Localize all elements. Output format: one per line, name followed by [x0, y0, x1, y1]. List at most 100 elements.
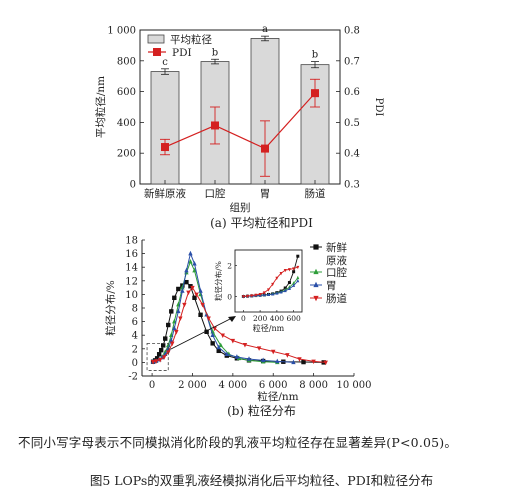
- y-tick-label-left: 1 000: [107, 26, 136, 37]
- inset-x-tick-label: 0: [241, 314, 246, 323]
- inset-series-point-3: [254, 293, 258, 298]
- series-point-3: [150, 359, 156, 365]
- series-point-3: [256, 346, 262, 351]
- y-tick-label-left: 600: [117, 87, 136, 98]
- inset-series-point-2: [279, 290, 283, 294]
- pdi-point-2: [261, 144, 269, 153]
- series-point-2: [198, 288, 203, 293]
- series-point-0: [188, 284, 193, 289]
- series-point-3: [323, 360, 328, 366]
- series-point-2: [291, 359, 296, 365]
- legend-label-bar: 平均粒径: [170, 33, 212, 46]
- inset-series-point-2: [287, 286, 291, 290]
- significance-letter-1: b: [212, 47, 218, 58]
- inset-y-tick-label: 2: [227, 262, 232, 271]
- y-tick-label-right: 0.8: [344, 26, 360, 37]
- inset-series-point-0: [292, 270, 296, 274]
- series-point-0: [204, 329, 209, 334]
- inset-series-point-0: [287, 281, 291, 285]
- series-point-2: [180, 288, 185, 293]
- series-point-0: [176, 286, 181, 292]
- series-point-0: [184, 279, 189, 285]
- series-point-3: [157, 357, 163, 363]
- series-point-0: [169, 309, 174, 314]
- zoom-arrowhead: [228, 316, 236, 322]
- series-point-2: [192, 261, 197, 266]
- b-x-tick-label: 6 000: [259, 380, 288, 391]
- zoom-arrow: [170, 317, 233, 350]
- series-point-2: [169, 337, 174, 343]
- b-y-tick-label: 0: [132, 358, 138, 369]
- series-point-0: [158, 347, 164, 353]
- significance-letter-3: b: [312, 50, 318, 61]
- b-x-axis-label: 粒径/nm: [257, 390, 298, 403]
- series-point-1: [188, 258, 193, 264]
- panel-b-caption: (b) 粒径分布: [227, 404, 296, 418]
- series-point-3: [297, 357, 302, 362]
- x-tick-label: 肠道: [305, 187, 326, 200]
- significance-letter-0: c: [162, 57, 168, 68]
- series-point-3: [153, 359, 159, 364]
- figure-caption: 图5 LOPs的双重乳液经模拟消化后平均粒径、PDI和粒径分布: [89, 473, 434, 488]
- series-point-3: [206, 316, 211, 321]
- y-tick-label-right: 0.3: [344, 180, 360, 191]
- series-point-2: [234, 354, 240, 359]
- series-point-3: [220, 333, 225, 338]
- series-point-3: [186, 290, 191, 296]
- inset-y-axis-label: 粒径分布/%: [213, 261, 223, 301]
- series-point-3: [230, 338, 236, 344]
- pdi-point-0: [161, 143, 169, 152]
- b-x-tick-label: 4 000: [219, 380, 248, 391]
- y-tick-label-right: 0.4: [344, 149, 360, 160]
- b-y-tick-label: 8: [132, 304, 138, 315]
- inset-series-point-3: [292, 267, 296, 271]
- series-point-3: [174, 330, 179, 335]
- inset-series-point-2: [271, 292, 275, 296]
- series-point-3: [162, 355, 167, 360]
- legend-b-label-3: 肠道: [326, 292, 347, 305]
- series-point-2: [184, 267, 189, 273]
- series-point-3: [190, 285, 195, 291]
- legend-swatch-bar: [147, 34, 165, 44]
- legend-b-label-1: 口腔: [326, 266, 347, 279]
- b-y-tick-label: 4: [132, 331, 138, 342]
- legend-b-marker-1: [313, 268, 319, 275]
- inset-series-point-3: [246, 294, 250, 299]
- series-point-0: [161, 343, 166, 348]
- y-tick-label-right: 0.5: [344, 118, 360, 129]
- inset-series-point-3: [287, 268, 291, 272]
- b-y-tick-label: 16: [125, 249, 138, 260]
- panel-a-frame: [139, 29, 341, 185]
- series-point-0: [172, 295, 177, 300]
- series-point-0: [198, 312, 203, 317]
- inset-series-point-3: [250, 294, 254, 298]
- series-point-0: [192, 295, 197, 300]
- legend-b-label-0: 新鲜: [326, 241, 347, 254]
- inset-series-point-3: [241, 295, 245, 299]
- y-axis-label-right: PDI: [373, 98, 384, 117]
- inset-x-tick-label: 200: [253, 314, 268, 323]
- series-point-0: [166, 322, 171, 328]
- series-point-3: [194, 292, 199, 298]
- b-y-tick-label: 12: [125, 276, 138, 287]
- series-point-1: [218, 342, 223, 348]
- x-tick-label: 口腔: [205, 187, 226, 200]
- inset-x-tick-label: 600: [286, 314, 301, 323]
- series-point-3: [242, 342, 248, 348]
- legend-b-marker-3: [313, 295, 319, 302]
- x-tick-label: 新鲜原液: [144, 187, 186, 200]
- series-point-2: [260, 357, 266, 363]
- y-tick-label-left: 400: [117, 118, 136, 129]
- pdi-point-3: [311, 89, 319, 98]
- b-y-axis-label: 粒径分布/%: [104, 280, 117, 336]
- inset-series-point-3: [267, 288, 270, 292]
- inset-series-point-0: [296, 254, 300, 258]
- b-y-tick-label: 18: [125, 236, 138, 247]
- inset-x-axis-label: 粒径/nm: [253, 323, 285, 333]
- b-y-tick-label: 14: [125, 263, 138, 274]
- b-x-tick-label: 0: [149, 380, 155, 391]
- inset-series-point-2: [267, 292, 270, 296]
- inset-series-point-3: [258, 292, 262, 297]
- legend-b-marker-2: [313, 281, 319, 288]
